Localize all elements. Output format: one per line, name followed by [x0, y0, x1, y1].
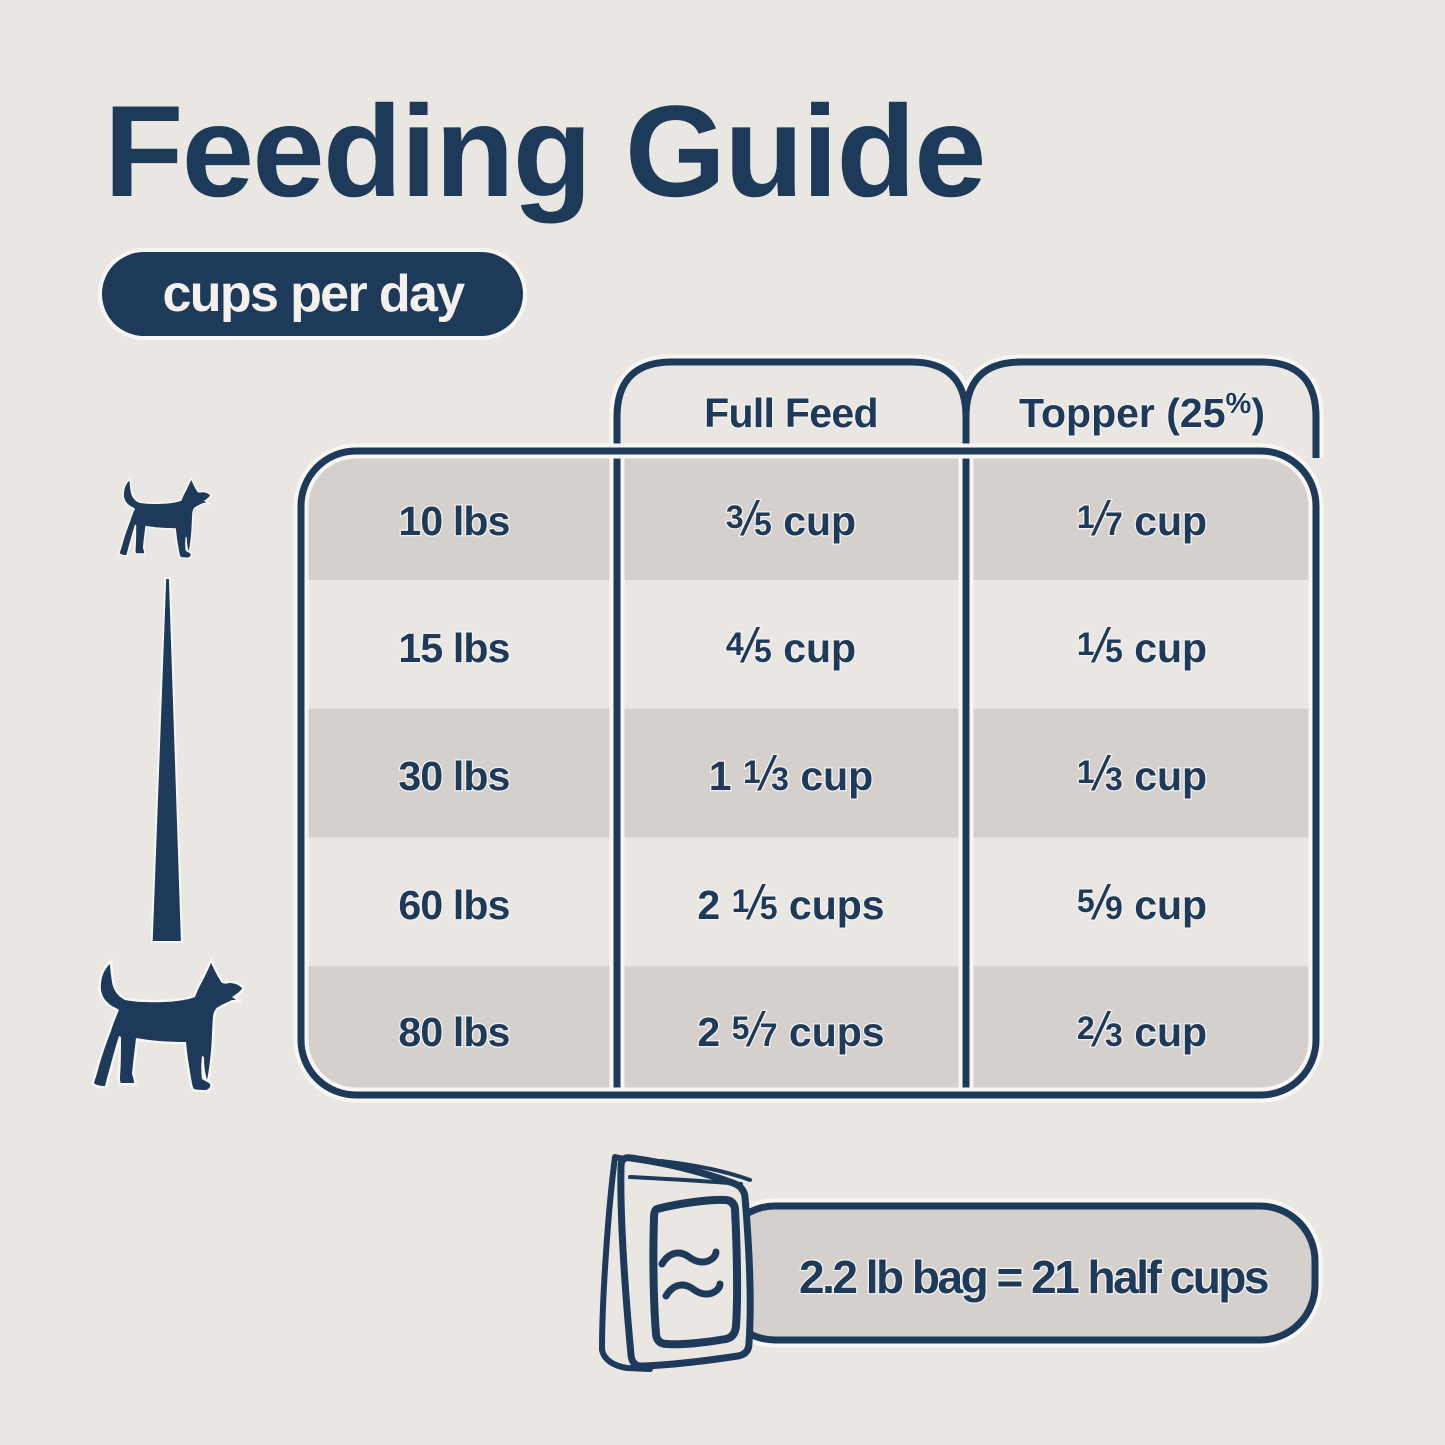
svg-text:5/9 cup: 5/9 cup [1077, 877, 1207, 930]
svg-text:3/5 cup: 3/5 cup [726, 493, 856, 546]
svg-text:30 lbs: 30 lbs [398, 753, 509, 799]
svg-text:10 lbs: 10 lbs [398, 498, 509, 544]
svg-text:1 1/3 cup: 1 1/3 cup [709, 748, 873, 801]
svg-text:1/3 cup: 1/3 cup [1077, 748, 1207, 801]
svg-text:1/7 cup: 1/7 cup [1077, 493, 1207, 546]
svg-text:2.2 lb bag = 21 half cups: 2.2 lb bag = 21 half cups [799, 1251, 1268, 1303]
svg-text:2 1/5 cups: 2 1/5 cups [697, 877, 884, 930]
svg-text:2/3 cup: 2/3 cup [1077, 1004, 1207, 1057]
svg-text:4/5 cup: 4/5 cup [726, 620, 856, 673]
svg-text:15 lbs: 15 lbs [398, 625, 509, 671]
svg-text:2 5/7 cups: 2 5/7 cups [697, 1004, 884, 1057]
svg-text:Topper (25%): Topper (25%) [1019, 388, 1265, 436]
svg-text:Feeding Guide: Feeding Guide [104, 78, 985, 224]
svg-text:Full Feed: Full Feed [704, 390, 878, 436]
svg-text:cups per day: cups per day [163, 265, 466, 323]
svg-text:60 lbs: 60 lbs [398, 882, 509, 928]
svg-text:1/5 cup: 1/5 cup [1077, 620, 1207, 673]
svg-text:80 lbs: 80 lbs [398, 1009, 509, 1055]
